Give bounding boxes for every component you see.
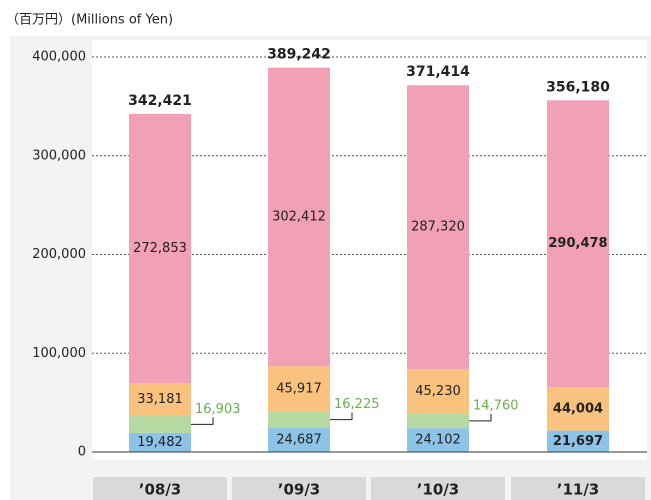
y-tick-label: 400,000 bbox=[32, 50, 86, 65]
bar-segment bbox=[407, 413, 469, 429]
leader-line bbox=[330, 412, 353, 421]
category-box bbox=[371, 477, 505, 500]
value-label: 14,760 bbox=[473, 398, 519, 413]
total-label: 356,180 bbox=[546, 79, 610, 95]
bar-segment bbox=[129, 113, 191, 384]
bar-segment bbox=[547, 430, 609, 452]
x-tick-label: ’08/3 bbox=[139, 481, 182, 499]
bar-segment bbox=[407, 428, 469, 452]
leader-line bbox=[469, 413, 492, 422]
category-box bbox=[511, 477, 645, 500]
category-box bbox=[93, 477, 227, 500]
y-tick-label: 100,000 bbox=[32, 346, 86, 361]
bar-segment bbox=[547, 100, 609, 388]
chart-title: （百万円）(Millions of Yen) bbox=[6, 13, 173, 28]
value-label: 24,102 bbox=[415, 433, 461, 448]
x-tick-label: ’09/3 bbox=[278, 481, 321, 499]
bar-segment bbox=[129, 383, 191, 417]
bar-segment bbox=[268, 67, 330, 367]
value-label: 21,697 bbox=[553, 434, 603, 449]
value-label: 24,687 bbox=[276, 432, 322, 447]
value-label: 302,412 bbox=[272, 209, 326, 224]
y-tick-label: 300,000 bbox=[32, 148, 86, 163]
x-tick-label: ’10/3 bbox=[417, 481, 460, 499]
value-label: 290,478 bbox=[548, 236, 607, 251]
total-label: 389,242 bbox=[267, 47, 331, 63]
bar-segment bbox=[407, 368, 469, 414]
value-label: 272,853 bbox=[133, 241, 187, 256]
value-label: 287,320 bbox=[411, 220, 465, 235]
bar-segment bbox=[129, 432, 191, 452]
category-box bbox=[232, 477, 366, 500]
y-tick-label: 200,000 bbox=[32, 247, 86, 262]
bar-segment bbox=[547, 387, 609, 431]
value-label: 45,917 bbox=[276, 381, 322, 396]
total-label: 371,414 bbox=[406, 64, 470, 80]
bar-segment bbox=[407, 85, 469, 369]
bar-segment bbox=[129, 416, 191, 433]
x-tick-label: ’11/3 bbox=[557, 481, 600, 499]
bar-segment bbox=[268, 366, 330, 412]
value-label: 44,004 bbox=[553, 401, 603, 416]
value-label: 19,482 bbox=[137, 435, 183, 450]
value-label: 16,903 bbox=[195, 402, 241, 417]
y-tick-label: 0 bbox=[78, 445, 86, 460]
total-label: 342,421 bbox=[128, 93, 192, 109]
bar-segment bbox=[268, 427, 330, 452]
bar-segment bbox=[268, 411, 330, 428]
leader-line bbox=[191, 417, 214, 425]
value-label: 16,225 bbox=[334, 397, 380, 412]
value-label: 45,230 bbox=[415, 384, 461, 399]
value-label: 33,181 bbox=[137, 392, 183, 407]
